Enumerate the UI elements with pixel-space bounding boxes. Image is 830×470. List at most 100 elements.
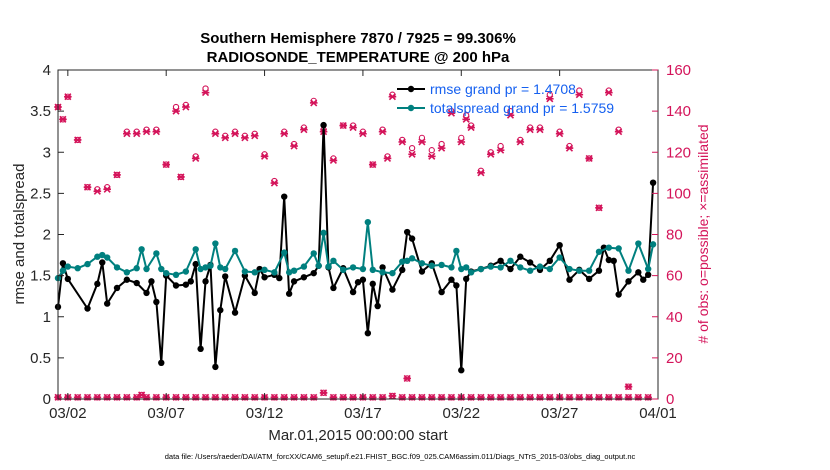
obs-assimilated-point (73, 136, 82, 144)
totalspread-point (94, 253, 101, 260)
data-file-footnote: data file: /Users/raeder/DAI/ATM_forcXX/… (165, 452, 636, 461)
obs-assimilated-point (359, 130, 367, 138)
totalspread-point (182, 268, 190, 275)
rmse-point (389, 286, 396, 293)
obs-assimilated-point (526, 126, 534, 134)
obs-assimilated-point (182, 103, 190, 111)
obs-assimilated-point (378, 128, 387, 136)
totalspread-point (566, 265, 573, 273)
obs-assimilated-point (172, 107, 180, 115)
rmse-point (615, 291, 622, 298)
rmse-point (595, 267, 603, 274)
obs-possible-point (418, 134, 426, 142)
rmse-point (359, 276, 367, 283)
rmse-point (153, 298, 160, 306)
rmse-point (399, 266, 406, 274)
totalspread-point (281, 249, 288, 256)
totalspread-point (349, 264, 357, 271)
totalspread-point (285, 269, 293, 276)
y-tick-label: 3.5 (30, 103, 51, 120)
obs-assimilated-point (555, 130, 564, 138)
obs-possible-point (428, 147, 435, 154)
totalspread-point (438, 261, 445, 269)
chart-title-line1: Southern Hemisphere 7870 / 7925 = 99.306… (200, 30, 516, 47)
obs-assimilated-point (388, 93, 397, 101)
chart-title-line2: RADIOSONDE_TEMPERATURE @ 200 hPa (207, 49, 510, 66)
y-tick-label: 2 (43, 227, 51, 244)
totalspread-point (251, 269, 258, 276)
totalspread-point (585, 267, 593, 274)
x-tick-label: 03/07 (147, 405, 185, 422)
obs-assimilated-point (290, 142, 298, 150)
x-tick-label: 03/02 (49, 405, 87, 422)
y-axis-right-label: # of obs: o=possible; ×=assimilated (695, 124, 711, 343)
rmse-point (148, 278, 155, 285)
obs-assimilated-point (231, 130, 239, 138)
obs-assimilated-point (408, 150, 416, 158)
totalspread-point (113, 264, 121, 271)
rmse-point (222, 273, 229, 280)
y-tick-label: 1 (43, 309, 51, 326)
obs-assimilated-point-bottom (137, 391, 146, 399)
totalspread-point (595, 248, 603, 255)
totalspread-point (517, 264, 524, 271)
totalspread-point (231, 247, 239, 255)
rmse-point (113, 284, 121, 292)
obs-assimilated-point (506, 111, 515, 119)
totalspread-point (172, 271, 180, 279)
obs-assimilated-point (595, 204, 603, 212)
totalspread-point (315, 262, 322, 269)
obs-possible-point (497, 142, 504, 150)
obs-assimilated-point (496, 146, 505, 154)
obs-possible-point (438, 140, 445, 148)
totalspread-point (497, 264, 504, 271)
y-tick-label: 3 (43, 144, 51, 161)
rmse-point (64, 275, 72, 283)
rmse-point (276, 274, 283, 282)
rmse-point (310, 269, 317, 277)
totalspread-point (546, 265, 554, 273)
totalspread-point (330, 257, 337, 265)
totalspread-point (143, 265, 150, 273)
obs-assimilated-point (152, 128, 161, 136)
rmse-point (94, 280, 101, 288)
obs-assimilated-point (457, 138, 466, 146)
obs-assimilated-point-bottom (388, 392, 397, 400)
rmse-point (212, 363, 219, 371)
obs-possible-point (463, 112, 470, 119)
totalspread-point (477, 265, 485, 273)
obs-assimilated-point (162, 161, 170, 169)
rmse-point (349, 288, 357, 296)
totalspread-point (615, 245, 622, 252)
totalspread-point (271, 269, 278, 276)
obs-assimilated-point (462, 115, 470, 123)
rmse-point (202, 278, 209, 285)
obs-possible-point (546, 91, 553, 98)
totalspread-point (605, 244, 613, 251)
y2-tick-label: 100 (666, 185, 691, 202)
rmse-point (546, 257, 554, 265)
y2-tick-label: 60 (666, 268, 683, 285)
totalspread-point (453, 247, 460, 255)
obs-possible-point (408, 144, 416, 152)
obs-assimilated-point (368, 161, 377, 169)
totalspread-point (64, 263, 72, 270)
obs-possible-point (576, 87, 583, 94)
obs-assimilated-point (250, 132, 259, 140)
obs-assimilated-point (398, 138, 407, 146)
legend-rmse-label: rmse grand pr = 1.4708 (430, 81, 576, 97)
totalspread-point (625, 267, 632, 274)
y-axis-right: 0 20 40 60 80 100 120 140 160 (652, 62, 691, 408)
totalspread-point (487, 263, 494, 270)
totalspread-point (84, 260, 91, 268)
y-tick-label: 1.5 (30, 268, 51, 285)
obs-assimilated-point (103, 185, 111, 193)
obs-assimilated-point (83, 183, 92, 191)
totalspread-point (325, 263, 332, 270)
obs-assimilated-point (59, 115, 67, 123)
totalspread-point (310, 250, 317, 257)
rmse-point (99, 259, 106, 266)
totalspread-point (399, 258, 406, 265)
totalspread-point (462, 264, 470, 271)
obs-assimilated-point (191, 154, 200, 162)
